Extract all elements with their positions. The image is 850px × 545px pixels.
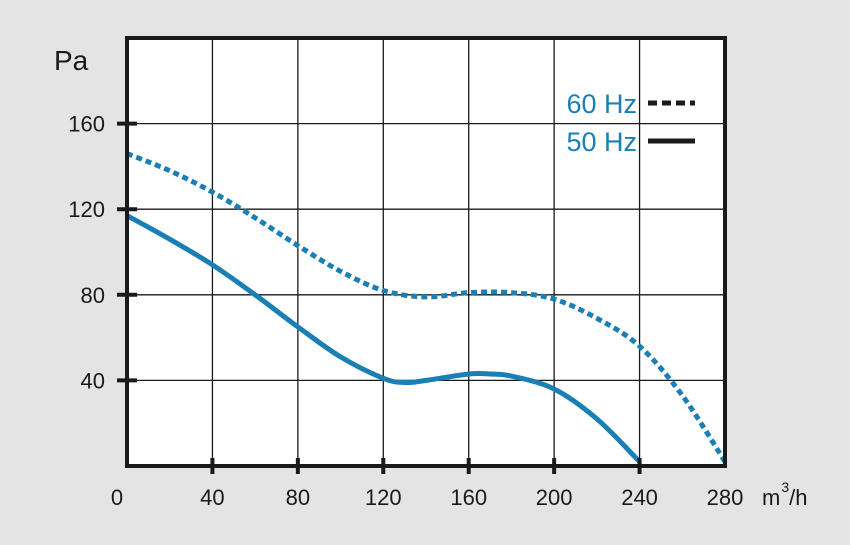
x-axis-label: m3/h xyxy=(762,479,807,510)
x-tick-label: 240 xyxy=(621,485,658,510)
grid xyxy=(127,38,725,466)
y-tick-label: 80 xyxy=(81,283,105,308)
x-tick-label: 120 xyxy=(365,485,402,510)
x-tick-label: 80 xyxy=(286,485,310,510)
x-tick-label: 280 xyxy=(707,485,744,510)
y-tick-label: 160 xyxy=(68,112,105,137)
x-axis-label-unit: m xyxy=(762,485,780,510)
plot-frame xyxy=(125,36,727,468)
series-line-60hz xyxy=(126,151,728,464)
x-tick-label: 0 xyxy=(111,485,123,510)
legend: 60 Hz 50 Hz xyxy=(566,89,695,157)
y-tick-label: 120 xyxy=(68,197,105,222)
x-tick-label: 200 xyxy=(536,485,573,510)
y-tick-label: 40 xyxy=(81,368,105,393)
axis-ticks xyxy=(117,121,642,474)
y-axis-label: Pa xyxy=(54,45,89,76)
series-line-50hz xyxy=(125,213,642,464)
x-axis-label-tail: /h xyxy=(789,485,807,510)
x-tick-label: 40 xyxy=(200,485,224,510)
tick-labels: 0 40 80 120 160 200 240 280 40 80 120 160 xyxy=(68,112,743,510)
curves xyxy=(125,151,728,464)
plot-area xyxy=(127,38,725,466)
legend-label-60hz: 60 Hz xyxy=(566,89,637,119)
x-axis-label-exponent: 3 xyxy=(781,479,789,495)
x-tick-label: 160 xyxy=(450,485,487,510)
legend-label-50hz: 50 Hz xyxy=(566,127,637,157)
